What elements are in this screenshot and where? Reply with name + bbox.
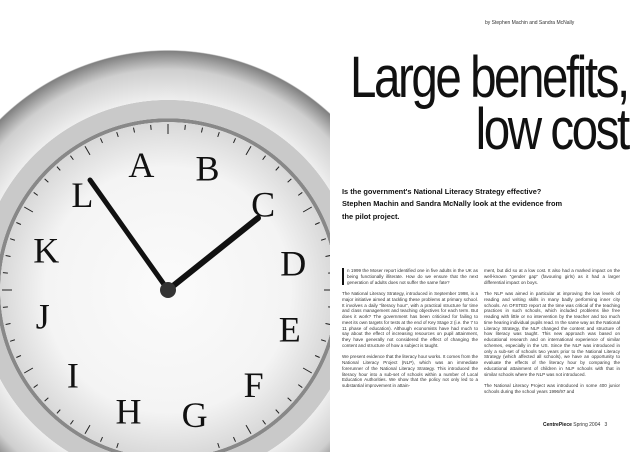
body-column-2: ment, but did so at a low cost. It also … [484,268,620,400]
paragraph: The National Literacy Project was introd… [484,383,620,394]
clock-tick [84,424,91,435]
clock-tick [262,419,266,425]
clock-tick [320,339,327,342]
clock-tick [70,155,74,161]
clock-tick [302,367,313,374]
clock-tick [297,192,303,196]
clock-letter: A [128,145,154,185]
clock-tick [56,409,61,414]
clock-tick [245,145,252,156]
clock-tick [287,397,292,402]
clock-tick [44,178,49,183]
clock-letter: G [182,395,208,435]
clock-tick [70,419,74,425]
clock-tick [84,145,91,156]
clock-letter: D [280,243,306,283]
clock-tick [116,131,119,138]
clock-tick [233,138,236,144]
clock-tick [100,436,103,442]
clock-tick [2,272,8,274]
clock-tick [200,127,204,133]
clock-tick [314,222,320,225]
clock-tick [16,355,22,358]
issue: Spring 2004 [573,422,601,428]
clock-tick [287,178,292,183]
body-column-1: n 1999 the Moser report identified one i… [342,268,478,395]
clock-tick [44,397,49,402]
clock-tick [5,254,11,258]
title-line-2: low cost [475,97,631,162]
clock-letter: L [71,175,93,215]
clock-tick [33,384,39,388]
clock-tick [320,238,327,241]
clock-tick [2,306,8,308]
clock-tick [132,127,136,133]
clock-tick [245,424,252,435]
page-number: 3 [604,422,608,428]
clock-tick [275,409,280,414]
clock-letter: K [33,230,59,270]
clock-tick [23,206,34,213]
title-line-1: Large benefits, [350,45,630,110]
paragraph: ment, but did so at a low cost. It also … [484,268,620,285]
clock-letter: E [279,310,301,350]
clock-tick [33,192,39,196]
byline: by Stephen Machin and Sandra McNally [485,20,575,26]
clock-tick [9,238,16,241]
paragraph: n 1999 the Moser report identified one i… [342,268,478,286]
clock-tick [328,272,330,274]
paragraph: We present evidence that the literacy ho… [342,354,478,389]
clock-tick [297,384,303,388]
clock-letter: B [196,148,220,188]
hour-hand [165,215,261,293]
clock-tick [325,322,330,325]
minute-hand [87,177,171,293]
article-title: Large benefits, low cost [350,45,631,162]
clock-letter: I [67,356,79,396]
clock-letter: J [36,297,50,337]
clock-tick [150,124,152,130]
clock-tick [56,166,61,171]
clock-center-cap [160,282,176,298]
clock-tick [302,206,313,213]
clock-tick [9,339,16,342]
clock-letter: H [115,392,141,432]
clock-tick [314,355,320,358]
clock-tick [262,155,266,161]
clock-tick [275,166,280,171]
paragraph: The NLP was aimed in particular at impro… [484,291,620,377]
clock-tick [325,255,330,258]
publication-name: CentrePiece [543,422,572,428]
clock-tick [5,322,11,326]
clock-dial [0,0,330,452]
clock-tick [328,306,330,308]
page-footer: CentrePiece Spring 2004 3 [543,422,607,428]
clock-tick [184,124,186,130]
clock-tick [116,442,119,449]
clock-tick [217,442,220,449]
clock-tick [233,436,236,442]
clock-tick [16,222,22,225]
standfirst: Is the government's National Literacy St… [342,187,563,221]
paragraph: The National Literacy Strategy, introduc… [342,291,478,348]
clock-tick [217,131,220,138]
clock-tick [23,367,34,374]
clock-tick [100,138,103,144]
clock-letter: F [244,365,264,405]
